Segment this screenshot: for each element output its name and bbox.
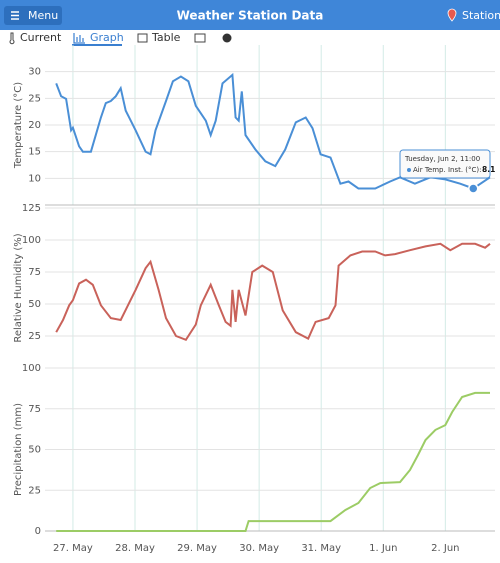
- thermometer-icon[interactable]: [9, 32, 15, 45]
- y-tick-label: 75: [28, 267, 41, 278]
- y-tick-label: 25: [28, 331, 41, 342]
- y-tick-label: 0: [35, 526, 41, 537]
- y-tick-label: 10: [28, 173, 41, 184]
- active-underline: [72, 44, 122, 46]
- y-tick-label: 100: [22, 363, 41, 374]
- table-icon[interactable]: [137, 33, 148, 43]
- menu-button-bg[interactable]: [4, 6, 62, 25]
- pin-icon[interactable]: [447, 8, 457, 22]
- tooltip-dot: [407, 168, 411, 172]
- y-tick-label: 25: [28, 93, 41, 104]
- tooltip-title: Tuesday, Jun 2, 11:00: [404, 155, 480, 163]
- y-tick-label: 15: [28, 147, 41, 158]
- tooltip-label: Air Temp. Inst. (°C):: [413, 166, 482, 174]
- image-tab[interactable]: [194, 33, 206, 43]
- tab-label[interactable]: Table: [151, 31, 181, 44]
- data-line: [55, 242, 491, 342]
- y-axis-title: Relative Humidity (%): [13, 233, 24, 342]
- x-tick-label: 29. May: [177, 543, 217, 554]
- menu-label[interactable]: Menu: [28, 9, 58, 22]
- tab-label[interactable]: Graph: [90, 31, 124, 44]
- station-button[interactable]: Station: [447, 8, 500, 22]
- tab-current[interactable]: Current: [9, 31, 62, 45]
- menu-icon[interactable]: [11, 11, 19, 20]
- tab-table[interactable]: Table: [137, 31, 181, 44]
- x-tick-label: 31. May: [301, 543, 341, 554]
- y-axis-title: Precipitation (mm): [13, 403, 24, 496]
- y-tick-label: 75: [28, 404, 41, 415]
- tab-graph[interactable]: Graph: [72, 31, 124, 46]
- data-line: [55, 72, 491, 190]
- station-label[interactable]: Station: [462, 9, 500, 22]
- hover-marker: [468, 183, 479, 194]
- tooltip-box: [399, 149, 491, 179]
- y-tick-label: 50: [28, 445, 41, 456]
- graph-icon[interactable]: [73, 33, 85, 44]
- y-tick-label: 125: [22, 203, 41, 214]
- y-tick-label: 30: [28, 67, 41, 78]
- x-tick-label: 2. Jun: [431, 543, 459, 554]
- x-tick-label: 30. May: [239, 543, 279, 554]
- tooltip: Tuesday, Jun 2, 11:00 Air Temp. Inst. (°C…: [399, 149, 495, 179]
- x-tick-label: 27. May: [53, 543, 93, 554]
- y-tick-label: 20: [28, 120, 41, 131]
- data-line: [56, 391, 490, 532]
- info-tab[interactable]: [222, 33, 232, 43]
- charts: 10 15 20 25 30 Temperature (°C) Tuesday, Jun 2…: [13, 45, 495, 554]
- y-tick-label: 100: [22, 235, 41, 246]
- x-tick-label: 28. May: [115, 543, 155, 554]
- top-bar: [0, 0, 500, 30]
- menu-button[interactable]: Menu: [4, 6, 62, 25]
- x-tick-label: 1. Jun: [369, 543, 397, 554]
- tooltip-value: 8.1: [482, 165, 495, 174]
- app-title: Weather Station Data: [177, 9, 324, 23]
- y-tick-label: 50: [28, 299, 41, 310]
- y-tick-label: 25: [28, 485, 41, 496]
- tab-label[interactable]: Current: [20, 31, 62, 44]
- y-axis-title: Temperature (°C): [13, 82, 24, 169]
- tab-bar: [0, 30, 500, 46]
